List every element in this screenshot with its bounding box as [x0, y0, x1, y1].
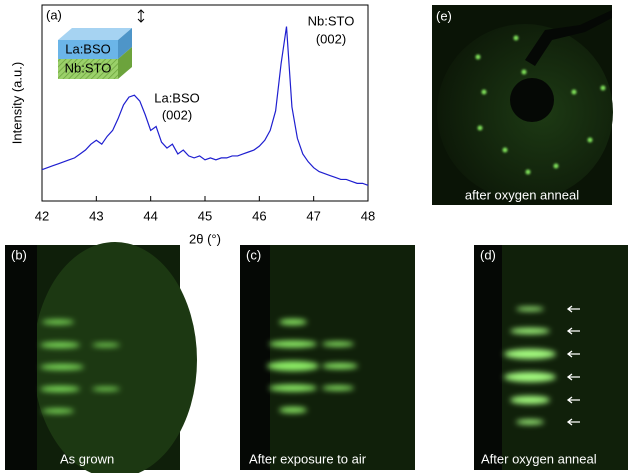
x-tick-label: 46: [252, 208, 266, 223]
inset-substrate: [58, 59, 118, 79]
panel-e: (e) after oxygen anneal: [432, 5, 613, 205]
caption: After exposure to air: [249, 451, 367, 466]
annotation: (002): [316, 31, 346, 46]
x-tick-label: 43: [89, 208, 103, 223]
streaks: [267, 319, 358, 413]
x-tick-label: 44: [143, 208, 157, 223]
inset-top: [58, 28, 132, 40]
x-tick-label: 47: [306, 208, 320, 223]
streaks: [504, 307, 556, 425]
panel-label: (e): [436, 8, 452, 23]
x-tick-label: 45: [198, 208, 212, 223]
inset-side: [118, 47, 132, 79]
annotation: La:BSO: [154, 90, 200, 105]
caption: after oxygen anneal: [465, 187, 579, 202]
panel-label: (a): [46, 7, 62, 22]
inset-label: La:BSO: [65, 41, 111, 56]
x-tick-label: 42: [35, 208, 49, 223]
x-tick-label: 48: [361, 208, 375, 223]
shadow: [474, 245, 502, 470]
inset-layer: [58, 40, 118, 59]
annotation: (002): [162, 107, 192, 122]
panel-d: (d) After oxygen anneal: [474, 245, 628, 470]
panel-label: (c): [246, 247, 261, 262]
annotation: Nb:STO: [308, 13, 355, 28]
shadow: [5, 245, 37, 470]
panel-label: (d): [480, 247, 496, 262]
y-axis-label: Intensity (a.u.): [9, 62, 24, 144]
data-line: [41, 26, 369, 186]
caption: After oxygen anneal: [481, 451, 597, 466]
panel-label: (b): [11, 247, 27, 262]
panel-b: (b) As grown: [5, 242, 197, 473]
plot-a: (a) La:BSO Nb:STO La:BSO (002) Nb:STO (0…: [9, 4, 369, 246]
inset-side: [118, 28, 132, 59]
inset-label: Nb:STO: [65, 60, 112, 75]
streaks: [40, 319, 120, 414]
arrows: [566, 305, 580, 426]
x-axis-label: 2θ (°): [189, 231, 221, 246]
screen: [33, 242, 197, 473]
holder-arm: [525, 10, 612, 66]
inset: La:BSO Nb:STO: [58, 9, 145, 79]
inset-arrow: [137, 9, 145, 23]
spots: [475, 35, 606, 175]
caption: As grown: [60, 451, 114, 466]
shadow: [240, 245, 270, 470]
holder: [510, 78, 554, 122]
panel-c: (c) After exposure to air: [240, 245, 415, 470]
